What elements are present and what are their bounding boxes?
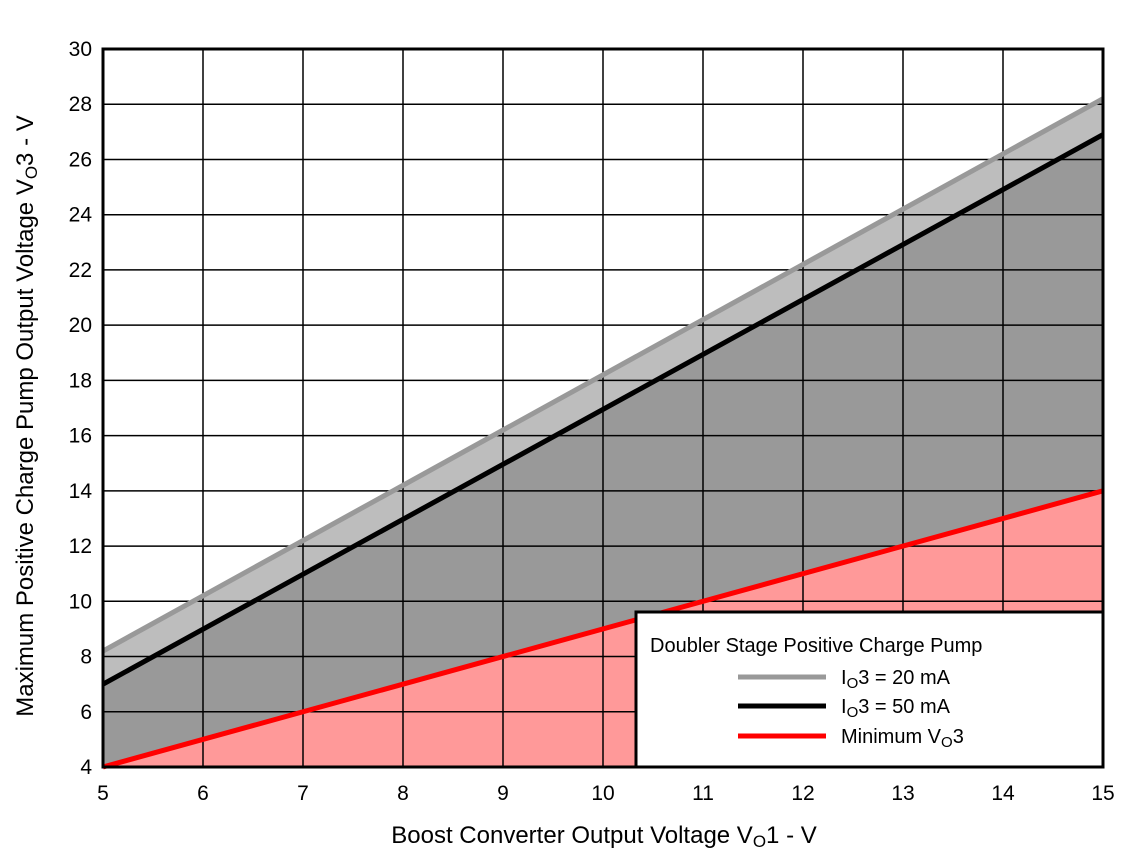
- y-tick-label: 24: [69, 204, 93, 227]
- y-tick-labels: 4 6 8 10 12 14 16 18 20 22 24 26 28 30: [69, 38, 93, 779]
- x-axis-title: Boost Converter Output Voltage VO1 - V: [391, 822, 816, 851]
- legend-title: Doubler Stage Positive Charge Pump: [650, 635, 982, 657]
- y-tick-label: 22: [69, 259, 92, 282]
- x-axis-title-rest: 1 - V: [766, 822, 817, 849]
- legend-box: [634, 610, 1105, 769]
- x-axis-title-main: Boost Converter Output Voltage V: [391, 822, 753, 849]
- x-tick-label: 9: [497, 782, 509, 805]
- x-tick-label: 12: [791, 782, 814, 805]
- x-tick-label: 5: [97, 782, 109, 805]
- series-line-2: [102, 488, 1104, 770]
- y-tick-label: 30: [69, 38, 92, 61]
- x-tick-label: 6: [197, 782, 209, 805]
- y-tick-label: 4: [80, 756, 92, 779]
- x-tick-label: 15: [1091, 782, 1114, 805]
- legend-label-20ma: IO3 = 20 mA: [841, 667, 951, 692]
- y-tick-label: 12: [69, 535, 92, 558]
- series-line-0: [101, 96, 1105, 654]
- x-tick-label: 14: [991, 782, 1015, 805]
- y-tick-label: 10: [69, 590, 92, 613]
- y-axis-title: Maximum Positive Charge Pump Output Volt…: [12, 115, 41, 717]
- y-axis-title-rest: 3 - V: [12, 115, 39, 166]
- series-line-1: [101, 132, 1105, 687]
- x-tick-label: 11: [692, 782, 714, 805]
- y-tick-label: 6: [80, 701, 92, 724]
- x-tick-label: 10: [591, 782, 614, 805]
- x-tick-label: 13: [891, 782, 914, 805]
- y-axis-title-sub: O: [22, 166, 41, 179]
- legend-label-50ma: IO3 = 50 mA: [841, 696, 951, 721]
- legend: Doubler Stage Positive Charge Pump IO3 =…: [634, 610, 1105, 769]
- y-tick-label: 8: [80, 646, 92, 669]
- y-axis-title-main: Maximum Positive Charge Pump Output Volt…: [12, 179, 39, 717]
- legend-label-minimum: Minimum VO3: [841, 726, 964, 751]
- series-lines: [101, 96, 1105, 770]
- y-tick-label: 18: [69, 369, 92, 392]
- x-tick-label: 8: [397, 782, 409, 805]
- y-tick-label: 28: [69, 93, 92, 116]
- x-tick-labels: 5 6 7 8 9 10 11 12 13 14 15: [97, 782, 1115, 805]
- y-tick-label: 16: [69, 425, 92, 448]
- y-tick-label: 26: [69, 148, 92, 171]
- x-axis-title-sub: O: [753, 832, 766, 851]
- plot-frame: [101, 47, 1105, 769]
- x-tick-label: 7: [297, 782, 309, 805]
- y-tick-label: 14: [69, 480, 93, 503]
- y-tick-label: 20: [69, 314, 92, 337]
